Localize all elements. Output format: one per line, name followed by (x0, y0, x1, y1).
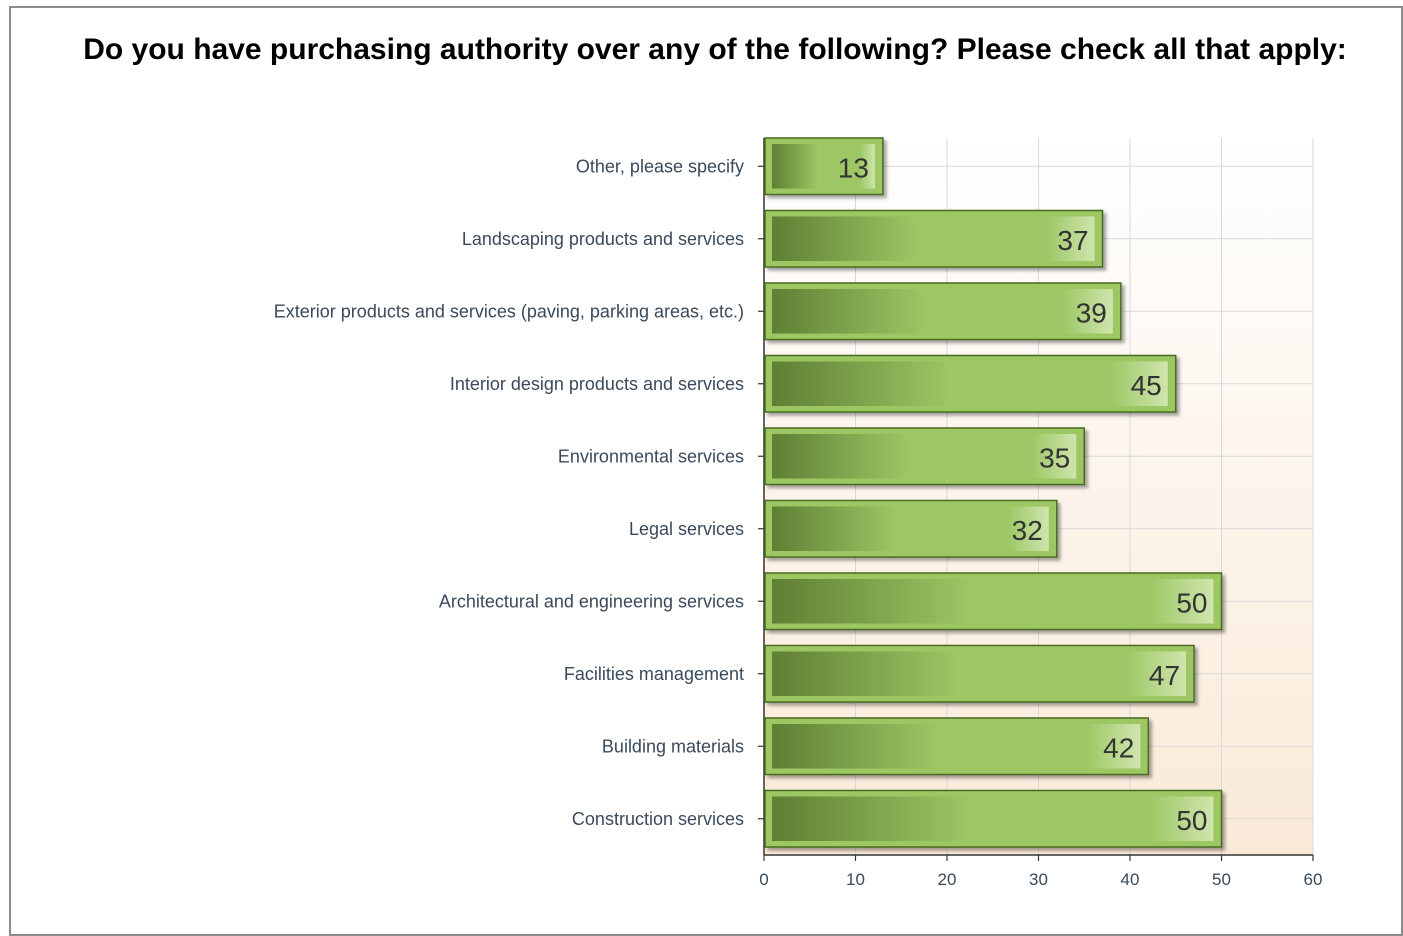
category-label: Legal services (629, 519, 744, 539)
bar-value-label: 42 (1103, 732, 1134, 763)
bar-fill (772, 723, 1141, 769)
bar-value-label: 45 (1131, 370, 1162, 401)
x-tick-label: 0 (759, 870, 768, 889)
bar-fill (772, 361, 1168, 407)
bar-fill (772, 578, 1214, 624)
category-label: Interior design products and services (450, 374, 744, 394)
x-tick-label: 60 (1304, 870, 1323, 889)
bar-value-label: 32 (1012, 515, 1043, 546)
bar-value-label: 35 (1039, 442, 1070, 473)
x-tick-label: 10 (846, 870, 865, 889)
category-label: Construction services (572, 809, 744, 829)
category-label: Architectural and engineering services (439, 591, 744, 611)
x-tick-label: 50 (1212, 870, 1231, 889)
bar-fill (772, 651, 1187, 697)
bar-value-label: 50 (1176, 587, 1207, 618)
bar-fill (772, 288, 1113, 334)
category-label: Facilities management (564, 664, 744, 684)
bar-fill (772, 433, 1077, 479)
bar-value-label: 37 (1057, 225, 1088, 256)
bar-fill (772, 796, 1214, 842)
bar-fill (772, 216, 1095, 262)
bar-value-label: 39 (1076, 297, 1107, 328)
bar-fill (772, 143, 875, 189)
category-label: Exterior products and services (paving, … (274, 301, 744, 321)
category-label: Environmental services (558, 446, 744, 466)
bar-value-label: 50 (1176, 805, 1207, 836)
category-label: Landscaping products and services (462, 229, 744, 249)
bar-fill (772, 506, 1049, 552)
category-label: Building materials (602, 736, 744, 756)
chart-title: Do you have purchasing authority over an… (83, 33, 1347, 66)
bar-value-label: 47 (1149, 660, 1180, 691)
bar-value-label: 13 (838, 152, 869, 183)
category-label: Other, please specify (576, 156, 744, 176)
x-tick-label: 20 (938, 870, 957, 889)
x-tick-label: 40 (1121, 870, 1140, 889)
x-tick-label: 30 (1029, 870, 1048, 889)
plot-area: 0 10 20 30 40 50 60 Other, please specify 13 Land… (274, 130, 1323, 889)
